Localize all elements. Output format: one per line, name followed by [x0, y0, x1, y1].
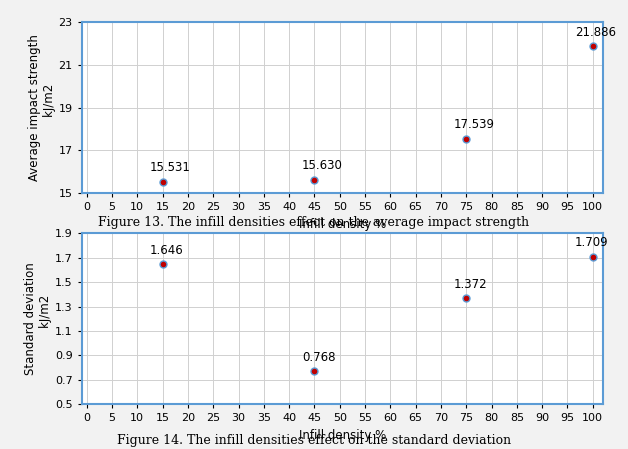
- Text: 21.886: 21.886: [575, 26, 616, 39]
- Text: 15.630: 15.630: [302, 159, 343, 172]
- Text: 17.539: 17.539: [453, 119, 495, 132]
- Point: [310, 176, 320, 183]
- Point: [310, 368, 320, 375]
- Text: 15.531: 15.531: [150, 161, 191, 174]
- Y-axis label: Standard deviation
    kJ/m2: Standard deviation kJ/m2: [24, 262, 52, 375]
- Point: [158, 178, 168, 185]
- Text: 0.768: 0.768: [302, 351, 335, 364]
- X-axis label: Infill density %: Infill density %: [299, 218, 386, 231]
- Point: [158, 261, 168, 268]
- Text: 1.709: 1.709: [575, 237, 609, 250]
- Point: [461, 135, 471, 142]
- Text: Figure 13. The infill densities effect on the average impact strength: Figure 13. The infill densities effect o…: [99, 216, 529, 229]
- Text: 1.372: 1.372: [453, 277, 487, 291]
- Point: [588, 253, 598, 260]
- X-axis label: Infill density %: Infill density %: [299, 429, 386, 442]
- Point: [461, 294, 471, 301]
- Text: Figure 14. The infill densities effect on the standard deviation: Figure 14. The infill densities effect o…: [117, 434, 511, 446]
- Point: [588, 43, 598, 50]
- Text: 1.646: 1.646: [150, 244, 184, 257]
- Y-axis label: Average impact strength
    kJ/m2: Average impact strength kJ/m2: [28, 34, 56, 181]
